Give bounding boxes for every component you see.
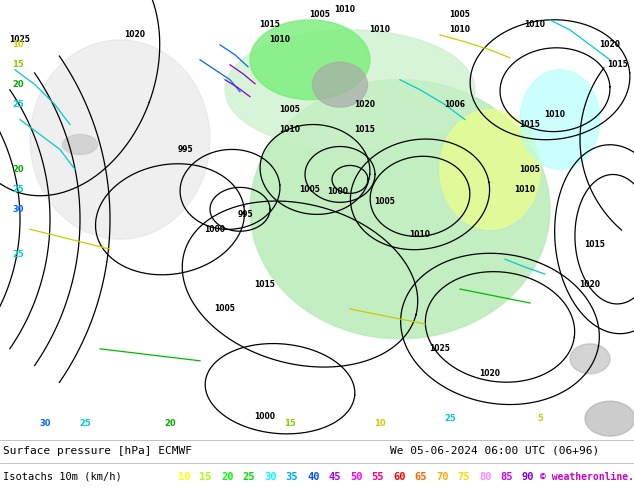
Ellipse shape <box>225 30 475 149</box>
Text: 15: 15 <box>200 471 212 482</box>
Text: 1000: 1000 <box>254 412 276 421</box>
Text: 1005: 1005 <box>519 165 540 174</box>
Text: 1020: 1020 <box>479 369 500 378</box>
Text: 40: 40 <box>307 471 320 482</box>
Text: 1020: 1020 <box>124 30 145 39</box>
Text: 35: 35 <box>285 471 298 482</box>
Text: 1010: 1010 <box>335 5 356 15</box>
Text: 25: 25 <box>12 250 24 259</box>
Text: 1000: 1000 <box>328 187 349 196</box>
Ellipse shape <box>250 20 370 99</box>
Text: 25: 25 <box>12 100 24 109</box>
Text: Isotachs 10m (km/h): Isotachs 10m (km/h) <box>3 471 122 482</box>
Text: 10: 10 <box>12 40 24 49</box>
Text: 70: 70 <box>436 471 448 482</box>
Text: 15: 15 <box>12 60 24 69</box>
Text: 1005: 1005 <box>214 304 235 314</box>
Text: 1006: 1006 <box>444 100 465 109</box>
Text: 15: 15 <box>284 419 296 428</box>
Text: 45: 45 <box>328 471 341 482</box>
Ellipse shape <box>585 401 634 436</box>
Text: 60: 60 <box>393 471 406 482</box>
Text: 85: 85 <box>500 471 513 482</box>
Text: 25: 25 <box>12 185 24 194</box>
Text: 90: 90 <box>522 471 534 482</box>
Ellipse shape <box>313 62 368 107</box>
Text: 55: 55 <box>372 471 384 482</box>
Text: 1015: 1015 <box>607 60 628 69</box>
Ellipse shape <box>570 344 610 374</box>
Ellipse shape <box>63 135 98 154</box>
Text: 20: 20 <box>221 471 233 482</box>
Text: 10: 10 <box>374 419 386 428</box>
Ellipse shape <box>250 80 550 339</box>
Text: 30: 30 <box>12 205 23 214</box>
Text: 65: 65 <box>415 471 427 482</box>
Text: 1010: 1010 <box>545 110 566 119</box>
Text: 5: 5 <box>537 414 543 423</box>
Text: 1005: 1005 <box>309 10 330 20</box>
Text: Surface pressure [hPa] ECMWF: Surface pressure [hPa] ECMWF <box>3 446 192 456</box>
Text: We 05-06-2024 06:00 UTC (06+96): We 05-06-2024 06:00 UTC (06+96) <box>390 446 599 456</box>
Text: © weatheronline.co.uk: © weatheronline.co.uk <box>540 471 634 482</box>
Text: 995: 995 <box>237 210 253 219</box>
Text: 25: 25 <box>242 471 255 482</box>
Text: 1025: 1025 <box>10 35 30 45</box>
Text: 30: 30 <box>39 419 51 428</box>
Text: 25: 25 <box>79 419 91 428</box>
Text: 1015: 1015 <box>255 280 275 289</box>
Text: 1010: 1010 <box>515 185 536 194</box>
Text: 1005: 1005 <box>450 10 470 20</box>
Text: 1010: 1010 <box>410 230 430 239</box>
Text: 1020: 1020 <box>354 100 375 109</box>
Text: 80: 80 <box>479 471 491 482</box>
Text: 1020: 1020 <box>579 280 600 289</box>
Text: 1005: 1005 <box>375 197 396 206</box>
Text: 1005: 1005 <box>280 105 301 114</box>
Text: 20: 20 <box>12 165 24 174</box>
Text: 1015: 1015 <box>259 21 280 29</box>
Text: 1015: 1015 <box>354 125 375 134</box>
Text: 20: 20 <box>164 419 176 428</box>
Text: 1010: 1010 <box>450 25 470 34</box>
Text: 1005: 1005 <box>299 185 320 194</box>
Ellipse shape <box>440 110 540 229</box>
Text: 1010: 1010 <box>280 125 301 134</box>
Text: 50: 50 <box>350 471 363 482</box>
Text: 1020: 1020 <box>600 40 621 49</box>
Text: 1015: 1015 <box>585 240 605 249</box>
Text: 1025: 1025 <box>430 344 450 353</box>
Text: 1010: 1010 <box>524 21 545 29</box>
Text: 25: 25 <box>444 414 456 423</box>
Text: 20: 20 <box>12 80 24 89</box>
Text: 1015: 1015 <box>519 120 540 129</box>
Text: 1010: 1010 <box>269 35 290 45</box>
Ellipse shape <box>30 40 210 239</box>
Text: 10: 10 <box>178 471 190 482</box>
Text: 1010: 1010 <box>370 25 391 34</box>
Text: 30: 30 <box>264 471 276 482</box>
Ellipse shape <box>520 70 600 170</box>
Text: 1000: 1000 <box>205 225 226 234</box>
Text: 995: 995 <box>177 145 193 154</box>
Text: 75: 75 <box>458 471 470 482</box>
